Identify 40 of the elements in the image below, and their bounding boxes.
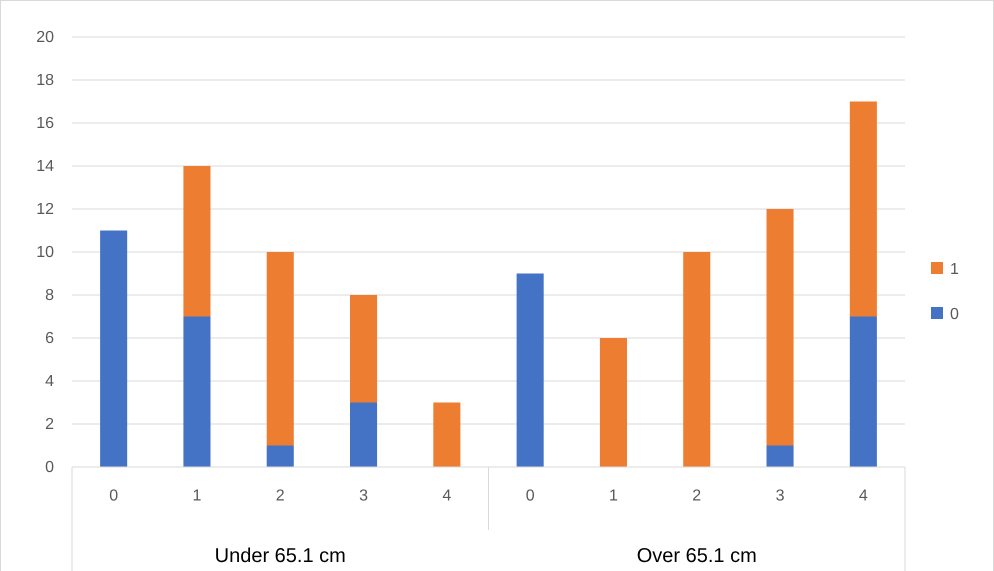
x-tick-label: 2: [276, 487, 285, 504]
legend-label: 1: [950, 261, 959, 278]
x-tick-label: 2: [692, 487, 702, 504]
bar: [100, 230, 128, 467]
x-tick-label: 0: [526, 487, 535, 504]
y-tick-label: 14: [36, 158, 54, 176]
bar: [433, 402, 460, 467]
bar: [183, 316, 210, 467]
bar: [683, 252, 710, 467]
bar: [266, 446, 294, 467]
legend-label: 0: [950, 306, 959, 323]
text: Under 65.1 cm: [214, 545, 346, 567]
y-tick-label: 0: [45, 459, 54, 476]
y-tick-label: 12: [36, 201, 54, 218]
x-tick-label: 1: [192, 487, 202, 504]
y-tick-label: 16: [36, 115, 54, 132]
bar: [766, 209, 794, 446]
y-tick-label: 2: [45, 416, 54, 434]
y-tick-label: 6: [45, 330, 54, 348]
x-tick-label: 4: [858, 487, 868, 504]
bar: [600, 338, 627, 467]
y-tick-label: 18: [36, 72, 54, 90]
text: Over 65.1 cm: [636, 545, 757, 567]
y-tick-label: 8: [45, 287, 54, 304]
x-tick-label: 3: [359, 487, 368, 504]
bar: [266, 252, 294, 446]
bar: [766, 446, 794, 467]
y-tick-label: 4: [45, 373, 54, 390]
x-tick-label: 3: [776, 487, 785, 504]
y-tick-label: 10: [36, 244, 54, 262]
bar: [350, 402, 378, 467]
bar: [850, 102, 877, 316]
x-tick-label: 0: [109, 487, 118, 504]
x-tick-label: 4: [442, 487, 452, 504]
bar: [516, 274, 544, 467]
bar: [850, 316, 877, 467]
bar: [350, 295, 378, 402]
bar: [183, 166, 210, 316]
y-tick-label: 20: [36, 29, 54, 46]
x-tick-label: 1: [608, 487, 618, 504]
